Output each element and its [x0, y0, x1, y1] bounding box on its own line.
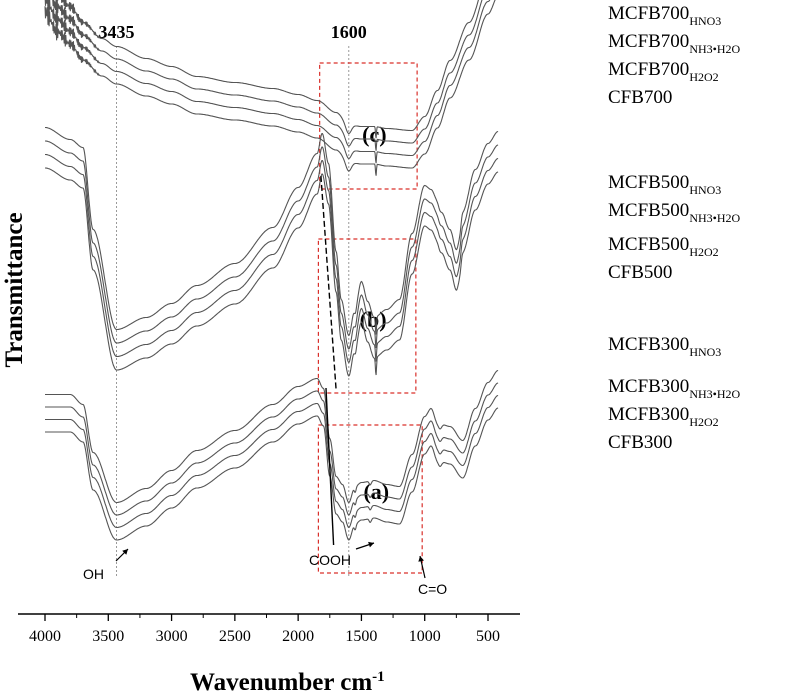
spectrum-line — [45, 126, 499, 337]
series-label: MCFB500HNO3 — [608, 172, 721, 197]
x-tick-label: 2500 — [219, 628, 251, 645]
series-label: MCFB500NH3•H2O — [608, 200, 741, 225]
series-labels: MCFB700HNO3 MCFB700NH3•H2O MCFB700H2O2 CFB7… — [608, 3, 741, 453]
x-tick-label: 3500 — [92, 628, 124, 645]
annotation-arrowhead — [368, 541, 374, 548]
series-label: MCFB700HNO3 — [608, 3, 721, 28]
peak-label: 1600 — [331, 22, 367, 42]
series-label: MCFB500H2O2 — [608, 234, 719, 259]
x-tick-label: 3000 — [156, 628, 188, 645]
series-label: CFB700 — [608, 87, 672, 108]
spectrum-line — [45, 394, 499, 529]
x-tick-label: 4000 — [29, 628, 61, 645]
series-label: MCFB300H2O2 — [608, 404, 719, 429]
spectrum-line — [45, 407, 499, 541]
series-label: MCFB300HNO3 — [608, 334, 721, 359]
series-label: MCFB300NH3•H2O — [608, 376, 741, 401]
annotation-label: OH — [83, 566, 104, 582]
annotations: OH COOH C=O — [83, 541, 447, 597]
annotation-arrowhead — [122, 549, 128, 555]
reference-lines: 3435 1600 — [99, 22, 367, 578]
x-tick-label: 500 — [476, 628, 500, 645]
spectrum-line — [44, 0, 496, 176]
x-tick-label: 1500 — [345, 628, 377, 645]
spectra-series — [44, 0, 499, 546]
series-label: CFB500 — [608, 262, 672, 283]
spectrum-line — [44, 0, 491, 164]
x-tick-label: 1000 — [409, 628, 441, 645]
spectrum-line — [55, 0, 479, 139]
spectrum-line — [45, 140, 499, 350]
group-label: (a) — [363, 479, 389, 504]
x-tick-label: 2000 — [282, 628, 314, 645]
x-axis: 4000 3500 3000 2500 2000 1500 1000 500 — [18, 613, 520, 645]
spectrum-line — [45, 369, 499, 504]
annotation-arrowhead — [418, 556, 424, 562]
peak-label: 3435 — [99, 22, 135, 42]
series-label: MCFB700NH3•H2O — [608, 31, 741, 56]
annotation-label: C=O — [418, 581, 447, 597]
cooh-guide-line — [320, 175, 337, 391]
series-label: CFB300 — [608, 432, 672, 453]
group-box — [317, 424, 423, 574]
spectrum-line — [45, 153, 499, 364]
group-label: (c) — [362, 122, 386, 147]
y-axis-title: Transmittance — [1, 212, 28, 367]
spectrum-line — [45, 382, 499, 516]
group-boxes: (c)(b)(a) — [317, 62, 423, 574]
series-label: MCFB700H2O2 — [608, 59, 719, 84]
spectrum-line — [48, 0, 483, 151]
cooh-guide-line — [325, 387, 335, 546]
annotation-label: COOH — [309, 552, 351, 568]
spectrum-line — [45, 167, 499, 377]
x-axis-title: Wavenumber cm-1 — [190, 669, 385, 694]
